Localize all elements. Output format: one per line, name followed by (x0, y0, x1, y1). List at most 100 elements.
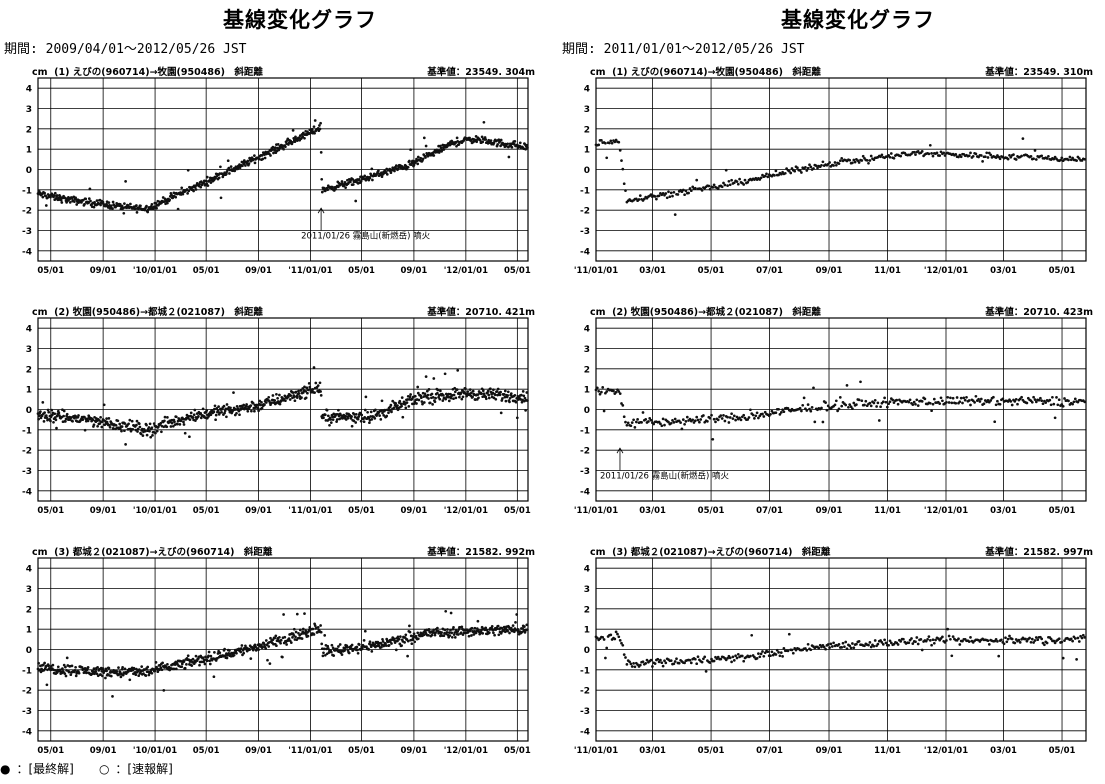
data-point (1039, 396, 1042, 400)
data-point (95, 672, 99, 676)
data-point (651, 665, 654, 668)
data-point (706, 420, 709, 423)
data-point (298, 628, 302, 632)
x-tick-label: 05/01 (1049, 266, 1076, 276)
data-point (320, 642, 324, 646)
data-point (427, 628, 431, 631)
data-point (322, 651, 325, 655)
x-tick-label: 03/01 (639, 506, 666, 516)
data-point (385, 173, 389, 176)
x-tick-label: 05/01 (348, 506, 375, 516)
data-point (509, 626, 513, 630)
y-tick-label: -1 (22, 186, 32, 196)
data-point (863, 644, 866, 648)
data-point (247, 162, 251, 165)
data-point (318, 381, 322, 385)
data-point (166, 201, 169, 205)
data-point (232, 391, 235, 394)
y-tick-label: 4 (26, 325, 32, 335)
data-point (119, 675, 123, 679)
x-tick-label: '12/01/01 (924, 266, 968, 276)
data-point (889, 641, 893, 645)
data-point (928, 401, 932, 405)
data-point (1052, 157, 1056, 161)
data-point (383, 408, 387, 412)
data-point (173, 663, 177, 666)
data-point (431, 396, 435, 399)
chart-left: 基線変化グラフ 期間: 2009/04/01～2012/05/26 JST cm… (0, 0, 545, 760)
data-point (172, 667, 176, 671)
data-point (876, 642, 880, 646)
data-point (228, 649, 231, 652)
data-point (761, 650, 764, 653)
data-point (979, 397, 983, 401)
data-point (215, 174, 219, 178)
data-point (1012, 153, 1015, 156)
data-point (753, 417, 756, 420)
data-point (183, 431, 187, 435)
data-point (163, 419, 166, 423)
data-point (436, 388, 440, 392)
data-point (817, 646, 821, 650)
data-point (391, 399, 395, 403)
data-point (291, 129, 295, 132)
data-point (1018, 641, 1022, 644)
data-point (503, 389, 507, 393)
data-point (617, 390, 621, 393)
data-point (422, 136, 426, 140)
data-point (198, 663, 201, 667)
data-point (1040, 154, 1044, 158)
data-point (1075, 658, 1078, 661)
data-point (127, 669, 130, 673)
data-point (732, 414, 736, 418)
data-point (1052, 402, 1056, 406)
data-point (947, 634, 951, 638)
data-point (254, 645, 257, 649)
data-point (1040, 399, 1044, 403)
data-point (1000, 638, 1003, 642)
x-tick-label: 05/01 (504, 266, 531, 276)
data-point (702, 657, 705, 661)
data-point (313, 624, 317, 627)
data-point (416, 637, 420, 641)
data-point (738, 177, 741, 181)
data-point (240, 644, 244, 647)
data-point (926, 637, 929, 641)
data-point (716, 655, 720, 659)
data-point (279, 638, 283, 642)
data-point (222, 404, 226, 408)
data-point (765, 172, 768, 176)
data-point (95, 199, 99, 202)
data-point (808, 163, 811, 167)
data-point (390, 410, 393, 414)
data-point (872, 401, 876, 405)
data-point (87, 201, 91, 204)
x-tick-label: '10/01/01 (133, 506, 177, 516)
data-point (939, 396, 943, 400)
data-point (774, 169, 778, 173)
data-point (633, 665, 637, 669)
data-point (194, 188, 198, 191)
x-tick-label: 05/01 (698, 506, 725, 516)
data-point (1069, 637, 1073, 641)
data-point (710, 413, 713, 417)
data-point (260, 154, 264, 157)
data-point (316, 625, 320, 629)
data-point (506, 394, 510, 397)
data-point (307, 382, 311, 385)
data-point (141, 434, 145, 437)
data-point (1020, 154, 1023, 158)
data-point (493, 633, 496, 637)
data-point (698, 420, 701, 424)
data-point (425, 389, 429, 393)
data-point (757, 416, 760, 420)
y-tick-label: 2 (26, 125, 32, 135)
data-point (96, 665, 99, 669)
data-point (162, 689, 166, 692)
data-point (100, 669, 104, 673)
data-point (481, 140, 485, 144)
panel-label: cm (2) 牧園(950486)→都城２(021087) 斜距離 (590, 307, 821, 318)
data-point (1005, 640, 1009, 644)
data-point (213, 407, 216, 411)
x-tick-label: 05/01 (37, 506, 64, 516)
